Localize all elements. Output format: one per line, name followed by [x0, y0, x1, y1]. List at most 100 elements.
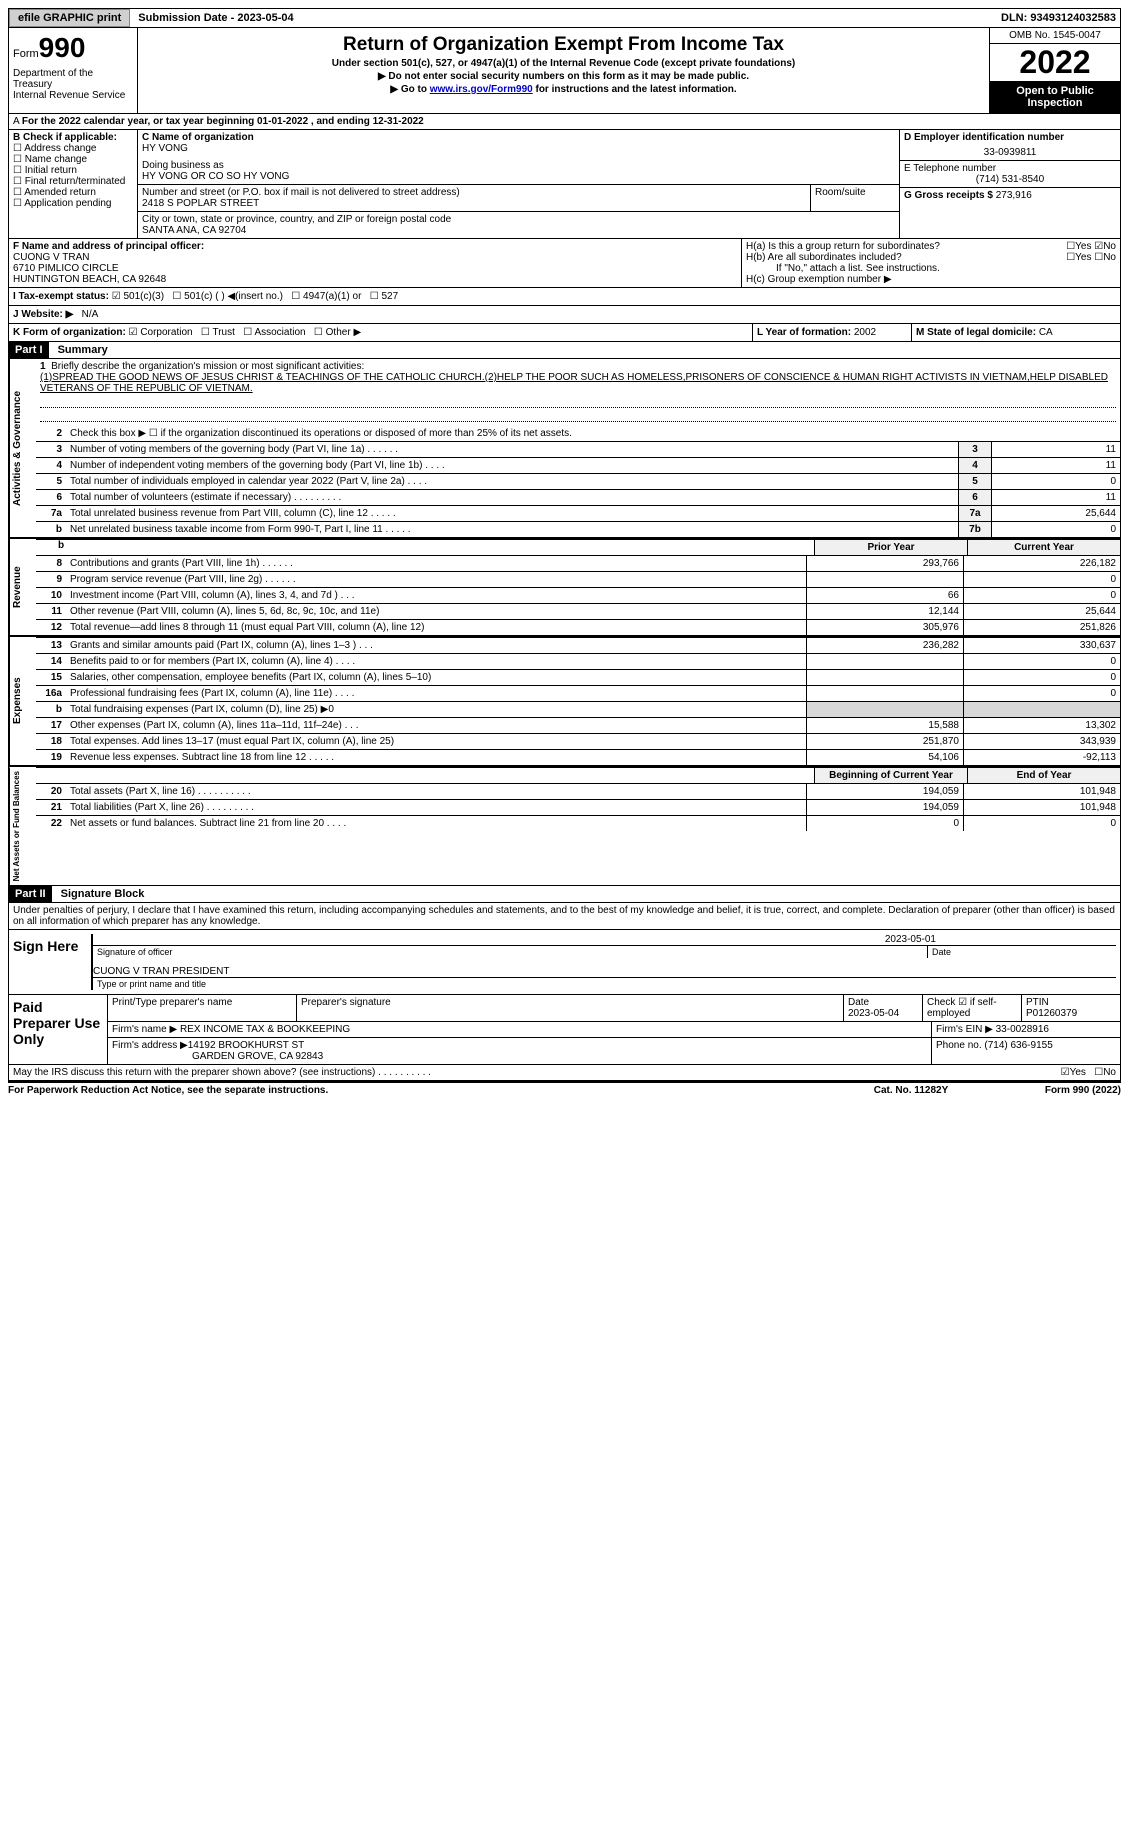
mission-block: 1 Briefly describe the organization's mi… [36, 359, 1120, 426]
open-to-public: Open to Public Inspection [990, 81, 1120, 113]
part2-label: Part II [9, 886, 52, 902]
phone-label: Phone no. [936, 1040, 984, 1051]
col-current: Current Year [967, 540, 1120, 555]
b-label: B Check if applicable: [13, 132, 133, 143]
part-2-header: Part II Signature Block [8, 886, 1121, 903]
ptin: P01260379 [1026, 1008, 1077, 1019]
summary-row: 22Net assets or fund balances. Subtract … [36, 815, 1120, 831]
firm-name-label: Firm's name ▶ [112, 1024, 180, 1035]
h-b: H(b) Are all subordinates included? ☐Yes… [746, 252, 1116, 263]
year-box: OMB No. 1545-0047 2022 Open to Public In… [990, 28, 1120, 113]
prep-date: 2023-05-04 [848, 1008, 899, 1019]
line-j: J Website: ▶ N/A [8, 306, 1121, 324]
firm-ein-label: Firm's EIN ▶ [936, 1024, 996, 1035]
footer: For Paperwork Reduction Act Notice, see … [8, 1081, 1121, 1098]
street: 2418 S POPLAR STREET [142, 198, 806, 209]
summary-row: 18Total expenses. Add lines 13–17 (must … [36, 733, 1120, 749]
b-opt: ☐ Name change [13, 154, 133, 165]
col-begin: Beginning of Current Year [814, 768, 967, 783]
summary-row: 15Salaries, other compensation, employee… [36, 669, 1120, 685]
h-a: H(a) Is this a group return for subordin… [746, 241, 1116, 252]
org-name: HY VONG [142, 143, 895, 154]
h-block: H(a) Is this a group return for subordin… [742, 239, 1120, 287]
officer-addr1: 6710 PIMLICO CIRCLE [13, 263, 737, 274]
part2-title: Signature Block [55, 886, 151, 902]
c-name-label: C Name of organization [142, 132, 895, 143]
pra-notice: For Paperwork Reduction Act Notice, see … [8, 1085, 841, 1096]
street-label: Number and street (or P.O. box if mail i… [142, 187, 806, 198]
summary-row: 9Program service revenue (Part VIII, lin… [36, 571, 1120, 587]
e-label: E Telephone number [904, 163, 1116, 174]
summary-row: 14Benefits paid to or for members (Part … [36, 653, 1120, 669]
irs-link[interactable]: www.irs.gov/Form990 [430, 84, 533, 95]
omb-number: OMB No. 1545-0047 [990, 28, 1120, 44]
summary-row: 11Other revenue (Part VIII, column (A), … [36, 603, 1120, 619]
summary-row: 13Grants and similar amounts paid (Part … [36, 637, 1120, 653]
h-c: H(c) Group exemption number ▶ [746, 274, 1116, 285]
firm-addr-label: Firm's address ▶ [112, 1040, 188, 1051]
sig-date: 2023-05-01 [93, 934, 1116, 945]
check-if: Check ☑ if self-employed [922, 995, 1021, 1021]
prep-phone: (714) 636-9155 [984, 1040, 1052, 1051]
summary-row: 4Number of independent voting members of… [36, 457, 1120, 473]
dba: HY VONG OR CO SO HY VONG [142, 171, 895, 182]
firm-addr2: GARDEN GROVE, CA 92843 [112, 1051, 323, 1062]
summary-row: 21Total liabilities (Part X, line 26) . … [36, 799, 1120, 815]
line-i: I Tax-exempt status: ☑ 501(c)(3) ☐ 501(c… [8, 288, 1121, 306]
discuss-line: May the IRS discuss this return with the… [9, 1064, 1120, 1080]
section-b-to-g: B Check if applicable: ☐ Address change … [8, 130, 1121, 239]
cat-no: Cat. No. 11282Y [841, 1085, 981, 1096]
prep-name-label: Print/Type preparer's name [107, 995, 296, 1021]
col-prior: Prior Year [814, 540, 967, 555]
city-label: City or town, state or province, country… [142, 214, 895, 225]
ein: 33-0939811 [904, 147, 1116, 158]
instruction-1: ▶ Do not enter social security numbers o… [142, 71, 985, 82]
signature-block: Under penalties of perjury, I declare th… [8, 903, 1121, 1081]
summary-row: 12Total revenue—add lines 8 through 11 (… [36, 619, 1120, 635]
sig-officer-label: Signature of officer [93, 946, 927, 958]
prep-sig-label: Preparer's signature [296, 995, 843, 1021]
vert-expenses: Expenses [9, 637, 36, 765]
title-box: Return of Organization Exempt From Incom… [138, 28, 990, 113]
vert-net: Net Assets or Fund Balances [9, 767, 36, 885]
vert-revenue: Revenue [9, 539, 36, 635]
line-a: A For the 2022 calendar year, or tax yea… [8, 114, 1121, 130]
printed-name: CUONG V TRAN PRESIDENT [93, 966, 1116, 977]
tax-year: 2022 [990, 44, 1120, 81]
b-opt: ☐ Application pending [13, 198, 133, 209]
officer-addr2: HUNTINGTON BEACH, CA 92648 [13, 274, 737, 285]
line-k-l-m: K Form of organization: ☑ Corporation ☐ … [8, 324, 1121, 342]
firm-ein: 33-0028916 [996, 1024, 1049, 1035]
section-f-h: F Name and address of principal officer:… [8, 239, 1121, 288]
d-label: D Employer identification number [904, 132, 1116, 143]
declaration: Under penalties of perjury, I declare th… [9, 903, 1120, 929]
summary-row: bNet unrelated business taxable income f… [36, 521, 1120, 537]
line2: Check this box ▶ ☐ if the organization d… [66, 426, 1120, 441]
part1-label: Part I [9, 342, 49, 358]
summary-row: 8Contributions and grants (Part VIII, li… [36, 555, 1120, 571]
firm-name: REX INCOME TAX & BOOKKEEPING [180, 1024, 350, 1035]
m-block: M State of legal domicile: CA [912, 324, 1120, 341]
summary-row: 17Other expenses (Part IX, column (A), l… [36, 717, 1120, 733]
b-opt: ☐ Amended return [13, 187, 133, 198]
top-bar: efile GRAPHIC print Submission Date - 20… [8, 8, 1121, 28]
form-title: Return of Organization Exempt From Incom… [142, 34, 985, 56]
firm-addr1: 14192 BROOKHURST ST [188, 1040, 305, 1051]
instruction-2: ▶ Go to www.irs.gov/Form990 for instruct… [142, 84, 985, 95]
form-number-box: Form990 Department of the Treasury Inter… [9, 28, 138, 113]
sign-here: Sign Here [9, 930, 87, 994]
efile-button[interactable]: efile GRAPHIC print [9, 9, 130, 27]
form-number: 990 [39, 32, 86, 63]
vert-activities: Activities & Governance [9, 359, 36, 537]
printed-label: Type or print name and title [93, 978, 1116, 990]
paid-label: Paid Preparer Use Only [9, 995, 107, 1064]
summary-row: 6Total number of volunteers (estimate if… [36, 489, 1120, 505]
phone: (714) 531-8540 [904, 174, 1116, 185]
ptin-label: PTIN [1026, 997, 1049, 1008]
col-c: C Name of organization HY VONG Doing bus… [138, 130, 899, 238]
form-footer: Form 990 (2022) [981, 1085, 1121, 1096]
f-label: F Name and address of principal officer: [13, 241, 737, 252]
b-opt: ☐ Initial return [13, 165, 133, 176]
l-block: L Year of formation: 2002 [753, 324, 912, 341]
room-label: Room/suite [811, 185, 899, 211]
